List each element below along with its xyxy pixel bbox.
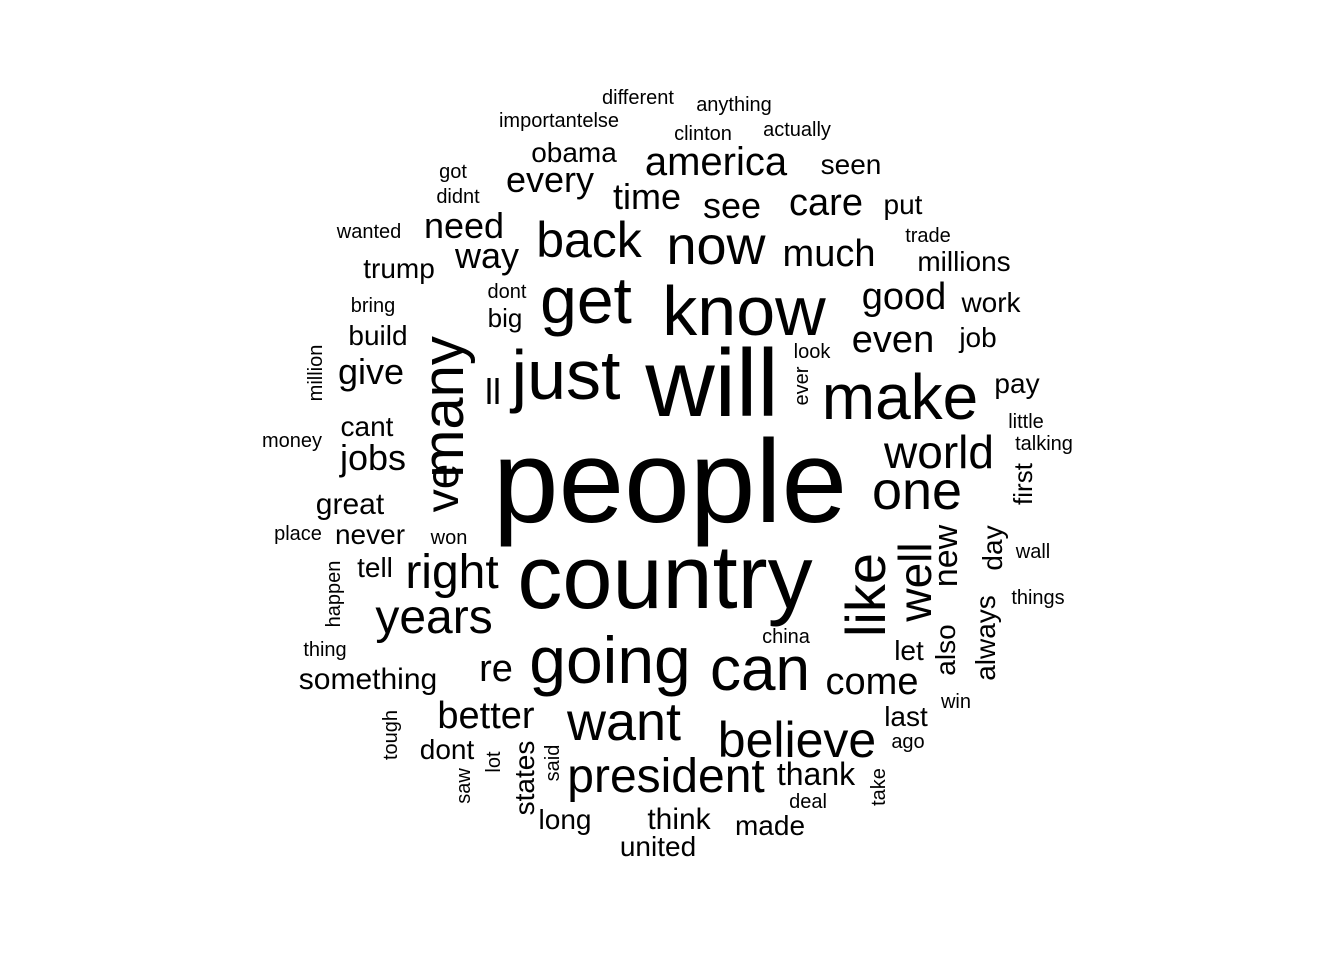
word-deal: deal xyxy=(789,791,827,813)
word-ll: ll xyxy=(485,371,501,412)
word-one: one xyxy=(871,461,963,521)
word-trade: trade xyxy=(905,225,951,247)
word-little: little xyxy=(1008,411,1044,433)
word-new: new xyxy=(927,524,965,588)
word-win: win xyxy=(940,691,972,713)
word-millions: millions xyxy=(917,246,1011,277)
word-way: way xyxy=(454,235,520,276)
word-seen: seen xyxy=(820,149,882,180)
word-states: states xyxy=(509,740,540,816)
word-united: united xyxy=(619,831,697,862)
word-let: let xyxy=(894,635,924,666)
word-years: years xyxy=(375,591,493,644)
word-jobs: jobs xyxy=(339,437,407,478)
word-happen: happen xyxy=(323,560,345,628)
word-trump: trump xyxy=(363,253,435,284)
word-just: just xyxy=(511,336,621,414)
word-give: give xyxy=(337,351,405,392)
word-won: won xyxy=(430,527,468,549)
word-things: things xyxy=(1011,587,1065,609)
word-much: much xyxy=(782,233,876,275)
word-ago: ago xyxy=(891,731,925,753)
word-now: now xyxy=(666,216,766,276)
word-right: right xyxy=(405,546,499,599)
word-thing: thing xyxy=(303,639,347,661)
word-big: big xyxy=(487,303,523,333)
word-even: even xyxy=(851,319,935,361)
word-place: place xyxy=(274,523,322,545)
word-country: country xyxy=(517,528,813,628)
word-great: great xyxy=(315,488,385,521)
word-build: build xyxy=(348,320,408,351)
word-time: time xyxy=(612,176,682,217)
word-obama: obama xyxy=(531,137,617,168)
word-importantelse: importantelse xyxy=(498,110,620,132)
word-every: every xyxy=(505,159,595,200)
word-ve: ve xyxy=(416,463,468,513)
word-anything: anything xyxy=(696,94,772,116)
word-back: back xyxy=(536,212,642,268)
word-made: made xyxy=(734,810,806,841)
word-put: put xyxy=(883,189,923,220)
word-always: always xyxy=(970,595,1001,681)
word-first: first xyxy=(1008,463,1038,505)
word-work: work xyxy=(961,287,1021,318)
word-bring: bring xyxy=(350,295,396,317)
word-like: like xyxy=(834,552,897,638)
word-saw: saw xyxy=(453,768,475,804)
word-world: world xyxy=(884,426,994,478)
word-pay: pay xyxy=(994,368,1040,399)
word-see: see xyxy=(702,185,762,226)
word-talking: talking xyxy=(1015,433,1073,455)
word-know: know xyxy=(662,272,826,350)
word-believe: believe xyxy=(717,712,877,768)
word-also: also xyxy=(930,624,961,676)
word-re: re xyxy=(479,648,513,690)
word-people: people xyxy=(492,416,848,548)
word-going: going xyxy=(529,623,691,697)
word-america: america xyxy=(644,140,788,184)
word-can: can xyxy=(710,635,810,704)
word-president: president xyxy=(567,750,765,803)
word-think: think xyxy=(647,803,711,836)
word-long: long xyxy=(538,804,592,835)
word-job: job xyxy=(959,322,997,353)
word-different: different xyxy=(602,87,674,109)
word-never: never xyxy=(334,519,406,550)
word-look: look xyxy=(793,341,831,363)
word-care: care xyxy=(789,182,863,224)
word-wall: wall xyxy=(1015,541,1051,563)
word-will: will xyxy=(645,330,779,437)
word-dont: dont xyxy=(419,734,475,765)
word-come: come xyxy=(825,661,919,703)
word-make: make xyxy=(821,361,979,433)
word-day: day xyxy=(977,525,1008,571)
word-want: want xyxy=(566,692,682,752)
word-tell: tell xyxy=(357,552,393,583)
word-tough: tough xyxy=(380,709,402,761)
word-china: china xyxy=(762,626,810,648)
word-got: got xyxy=(439,161,467,183)
word-take: take xyxy=(868,768,890,806)
word-better: better xyxy=(437,695,535,737)
word-good: good xyxy=(861,276,947,318)
word-lot: lot xyxy=(483,751,505,773)
word-said: said xyxy=(542,744,564,782)
word-clinton: clinton xyxy=(674,123,732,145)
word-need: need xyxy=(423,205,505,246)
word-wanted: wanted xyxy=(336,221,402,243)
word-something: something xyxy=(298,663,438,696)
word-last: last xyxy=(884,701,928,732)
word-ever: ever xyxy=(791,366,813,406)
word-many: many xyxy=(411,336,476,478)
word-million: million xyxy=(305,344,327,402)
word-get: get xyxy=(540,263,632,337)
word-didnt: didnt xyxy=(436,186,480,208)
word-dont: dont xyxy=(487,281,527,303)
word-cant: cant xyxy=(340,411,394,442)
word-actually: actually xyxy=(763,119,831,141)
word-money: money xyxy=(261,430,323,452)
word-thank: thank xyxy=(776,756,856,792)
